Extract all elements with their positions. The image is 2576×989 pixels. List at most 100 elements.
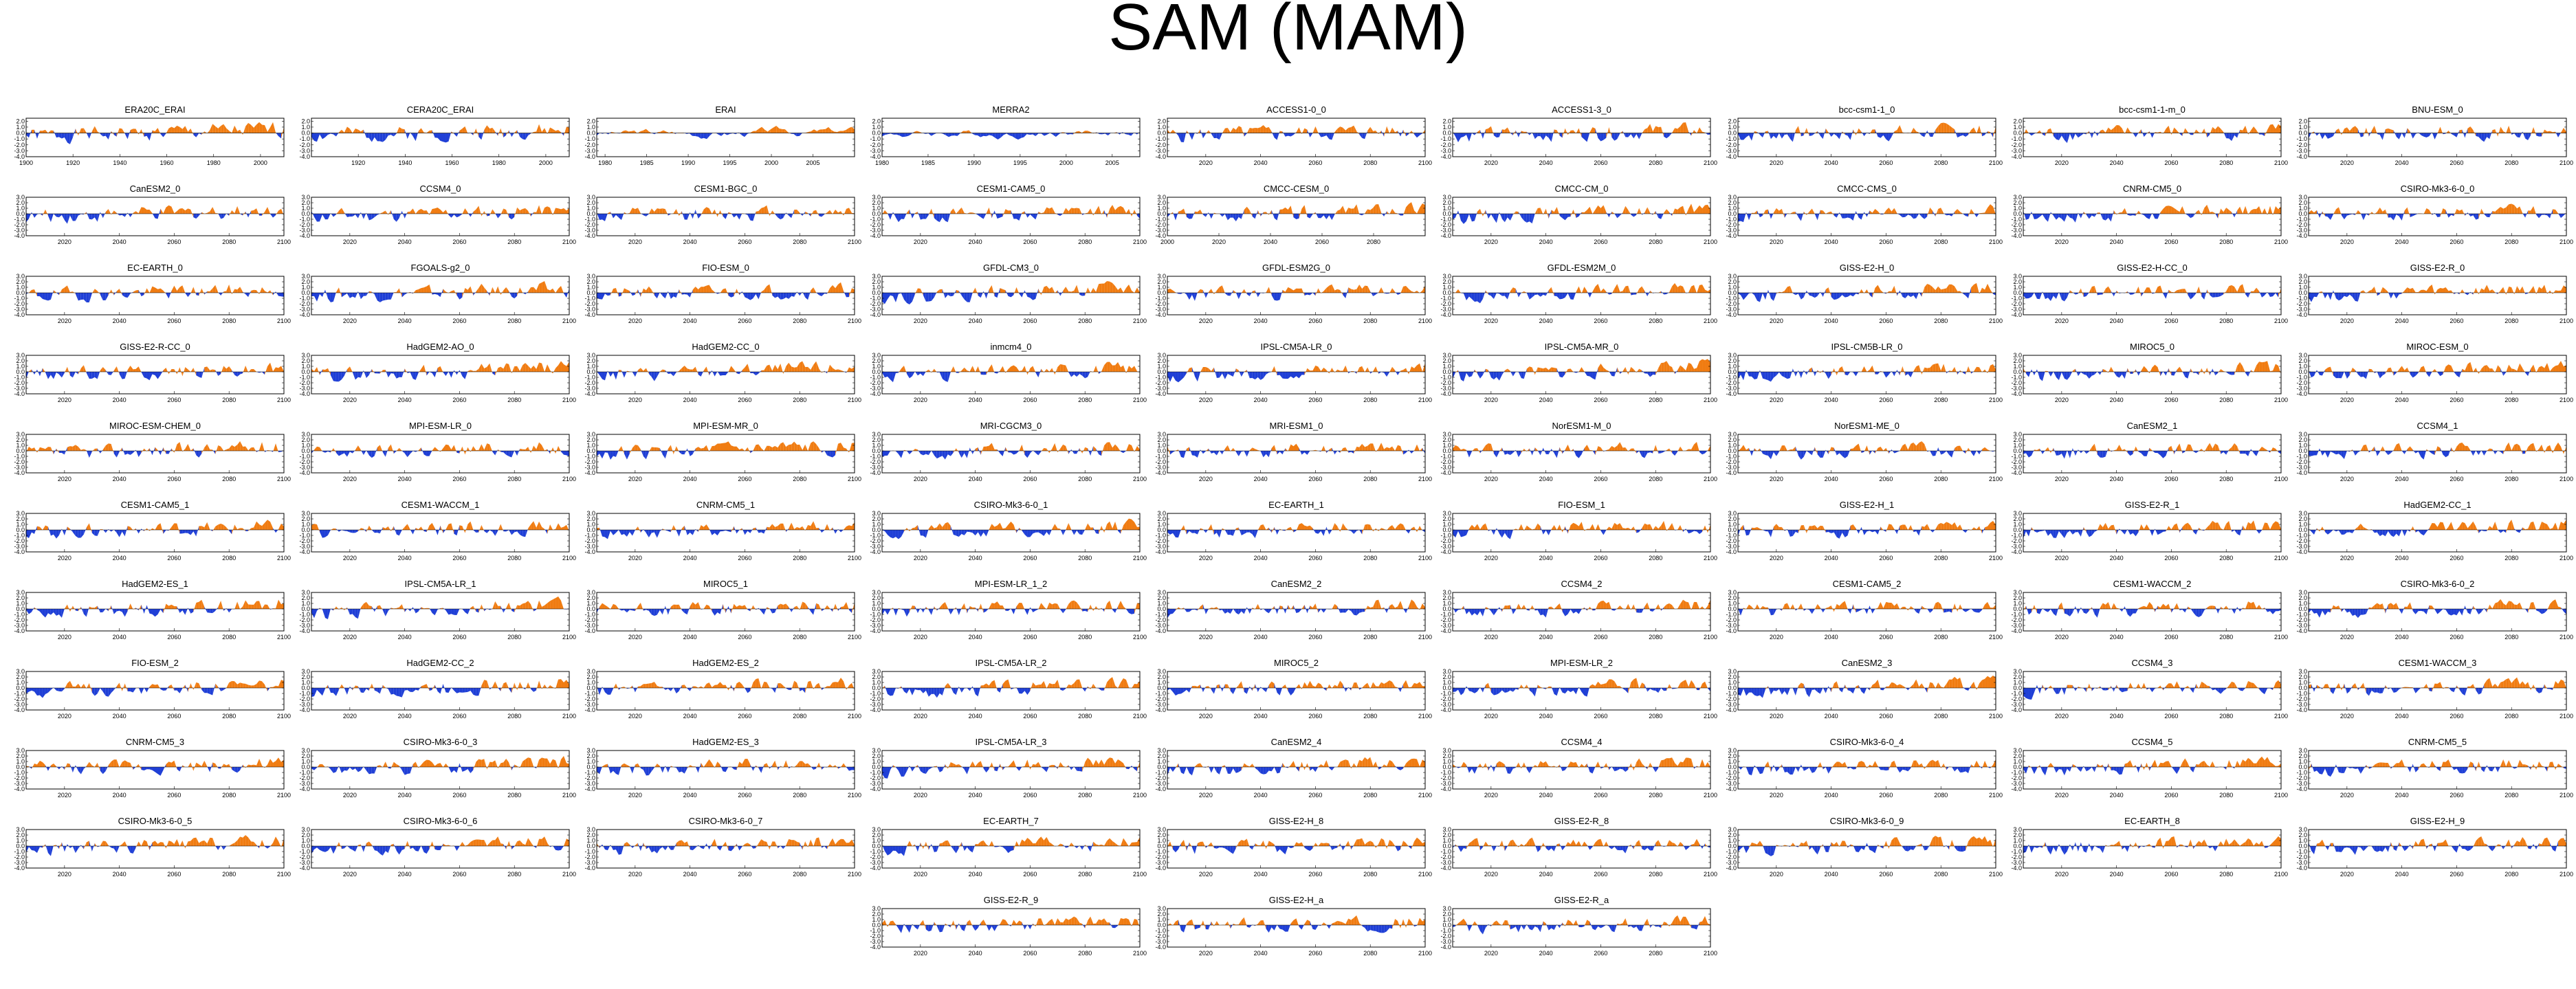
negative-area (509, 214, 512, 220)
chart-svg: ACCESS1-0_02.01.00.0-1.0-2.0-3.0-4.02020… (1155, 104, 1432, 166)
panel-title: GFDL-ESM2M_0 (1548, 263, 1616, 273)
positive-area (273, 367, 276, 372)
negative-area (1856, 293, 1859, 295)
positive-area (972, 287, 976, 293)
negative-area (1757, 210, 1760, 218)
negative-area (1647, 290, 1651, 297)
negative-area (212, 449, 216, 454)
positive-area (2276, 124, 2279, 133)
positive-area (1417, 208, 1420, 214)
negative-area (1666, 133, 1670, 139)
positive-area (379, 370, 383, 374)
x-tick-label: 2040 (683, 318, 697, 324)
plot-frame (1167, 197, 1426, 236)
negative-area (352, 293, 355, 298)
negative-area (1891, 131, 1895, 137)
y-tick-label: -2.0 (1726, 142, 1737, 148)
positive-area (964, 367, 967, 372)
negative-area (1249, 372, 1253, 379)
negative-area (925, 133, 929, 134)
negative-area (1518, 131, 1521, 137)
negative-area (2349, 293, 2353, 298)
positive-area (1290, 205, 1294, 218)
positive-area (542, 208, 545, 215)
negative-area (1510, 370, 1513, 377)
negative-area (368, 133, 372, 142)
y-tick-label: -2.0 (1440, 379, 1451, 386)
positive-area (190, 287, 194, 294)
negative-area (802, 211, 806, 216)
negative-area (1902, 214, 1906, 218)
positive-area (989, 364, 992, 372)
negative-area (1669, 212, 1673, 216)
negative-area (2215, 213, 2219, 219)
positive-area (1875, 209, 1878, 214)
negative-area (739, 370, 742, 375)
chart-panel: GISS-E2-R-CC_0 3.0 2.0 1.0 0.0 -1.0 -2.0 -3.0 -4… (12, 340, 298, 405)
negative-area (745, 214, 748, 215)
positive-area (2382, 209, 2386, 214)
positive-area (53, 290, 56, 293)
positive-area (931, 208, 934, 219)
negative-area (2116, 372, 2120, 378)
positive-area (2388, 128, 2391, 133)
chart-panel: FIO-ESM_0 3.0 2.0 1.0 0.0 -1.0 -2.0 -3.0 -4.0 202… (583, 261, 868, 326)
y-tick-label: -4.0 (1726, 311, 1737, 318)
positive-area (1694, 130, 1697, 133)
positive-area (1911, 127, 1914, 133)
negative-area (1053, 133, 1056, 137)
positive-area (2467, 126, 2471, 133)
positive-area (1762, 210, 1765, 216)
negative-area (2089, 372, 2092, 379)
positive-area (663, 130, 667, 133)
negative-area (969, 293, 973, 302)
negative-area (1125, 133, 1129, 135)
negative-area (259, 372, 263, 373)
negative-area (1532, 132, 1535, 140)
panel-title: HadGEM2-AO_0 (406, 342, 474, 352)
positive-area (2445, 131, 2449, 134)
positive-area (190, 128, 194, 135)
series-area (1167, 284, 1425, 301)
positive-area (1988, 204, 1991, 214)
negative-area (393, 451, 397, 454)
positive-area (1900, 124, 1903, 133)
chart-svg: GISS-E2-R-CC_03.02.01.00.0-1.0-2.0-3.0-4… (14, 342, 291, 403)
positive-area (770, 127, 774, 133)
positive-area (813, 361, 817, 372)
negative-area (1773, 133, 1776, 139)
positive-area (1121, 365, 1124, 372)
x-tick-label: 2060 (1594, 159, 1607, 166)
positive-area (1708, 204, 1710, 214)
negative-area (1493, 293, 1497, 299)
negative-area (637, 289, 641, 298)
negative-area (78, 293, 81, 301)
positive-area (914, 288, 918, 295)
positive-area (171, 206, 175, 214)
negative-area (2262, 293, 2265, 298)
plot-frame (1737, 118, 1996, 157)
panel-title: IPSL-CM5A-MR_0 (1545, 342, 1619, 352)
positive-area (56, 448, 59, 453)
negative-area (646, 214, 649, 216)
negative-area (410, 132, 413, 137)
positive-area (2102, 129, 2106, 133)
series-area (2309, 361, 2566, 379)
y-tick-label: 2.0 (1157, 278, 1166, 285)
positive-area (2531, 364, 2534, 372)
negative-area (193, 448, 197, 456)
positive-area (2533, 205, 2537, 215)
chart-panel: MIROC-ESM_0 3.0 2.0 1.0 0.0 -1.0 -2.0 -3.0 -4.0 2… (2295, 340, 2576, 405)
negative-area (1537, 133, 1541, 137)
positive-area (207, 130, 210, 134)
positive-area (1409, 202, 1412, 214)
negative-area (1803, 370, 1807, 375)
negative-area (2185, 372, 2188, 379)
positive-area (423, 210, 427, 214)
negative-area (1453, 372, 1455, 379)
negative-area (2080, 133, 2084, 136)
y-tick-label: -1.0 (2296, 374, 2307, 381)
positive-area (1222, 128, 1225, 134)
series-area (597, 205, 855, 221)
positive-area (816, 210, 819, 216)
